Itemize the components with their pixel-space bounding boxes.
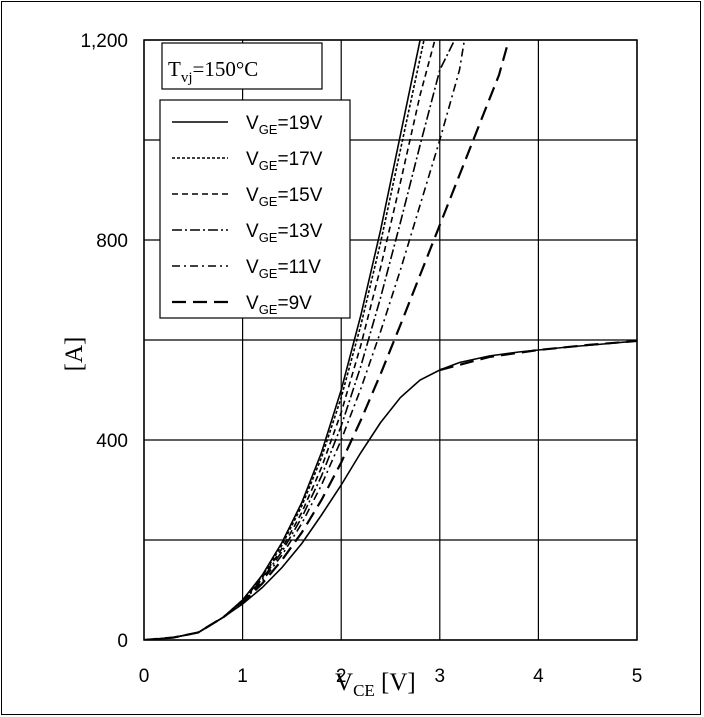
legend-box bbox=[159, 99, 351, 319]
y-tick-label: 1,200 bbox=[80, 31, 128, 52]
legend-entry: VGE=13V bbox=[246, 221, 323, 245]
x-tick-label: 2 bbox=[336, 666, 347, 687]
y-axis-label: [A] bbox=[61, 337, 88, 372]
legend-entry: VGE=11V bbox=[246, 257, 321, 281]
x-axis-label: VCE [V] bbox=[335, 669, 416, 700]
series-line bbox=[144, 40, 510, 640]
y-tick-label: 400 bbox=[96, 431, 128, 452]
series-layer bbox=[144, 40, 637, 640]
series-line bbox=[144, 40, 456, 640]
x-tick-label: 1 bbox=[237, 666, 248, 687]
x-tick-label: 5 bbox=[632, 666, 643, 687]
legend-entry: VGE=17V bbox=[246, 149, 323, 173]
temperature-annotation: Tvj=150°C bbox=[161, 42, 323, 90]
legend-entry: VGE=19V bbox=[246, 113, 323, 137]
annotation-prefix: T bbox=[168, 57, 181, 81]
x-tick-label: 3 bbox=[435, 666, 446, 687]
y-tick-label: 0 bbox=[117, 631, 128, 652]
legend-entry: VGE=15V bbox=[246, 185, 323, 209]
x-axis-ticks: 0 1 2 3 4 5 bbox=[139, 666, 643, 687]
plot-area-border bbox=[143, 39, 638, 641]
legend: VGE=19V VGE=17V VGE=15V VGE=13V VGE=11V VGE=9… bbox=[159, 99, 351, 319]
annotation-suffix: =150°C bbox=[193, 57, 259, 81]
legend-entry: VGE=9V bbox=[246, 293, 312, 317]
x-tick-label: 4 bbox=[533, 666, 544, 687]
series-line bbox=[144, 40, 425, 640]
x-axis-label-main: V bbox=[335, 669, 353, 696]
x-tick-label: 0 bbox=[139, 666, 150, 687]
y-axis-ticks: 0 400 800 1,200 bbox=[80, 31, 128, 652]
series-line bbox=[439, 339, 637, 372]
svg-text:Tvj=150°C: Tvj=150°C bbox=[168, 57, 258, 86]
x-axis-label-unit: [V] bbox=[375, 669, 416, 696]
annotation-subscript: vj bbox=[181, 70, 193, 86]
x-axis-label-subscript: CE bbox=[353, 681, 375, 700]
y-tick-label: 800 bbox=[96, 231, 128, 252]
series-line bbox=[144, 340, 637, 640]
